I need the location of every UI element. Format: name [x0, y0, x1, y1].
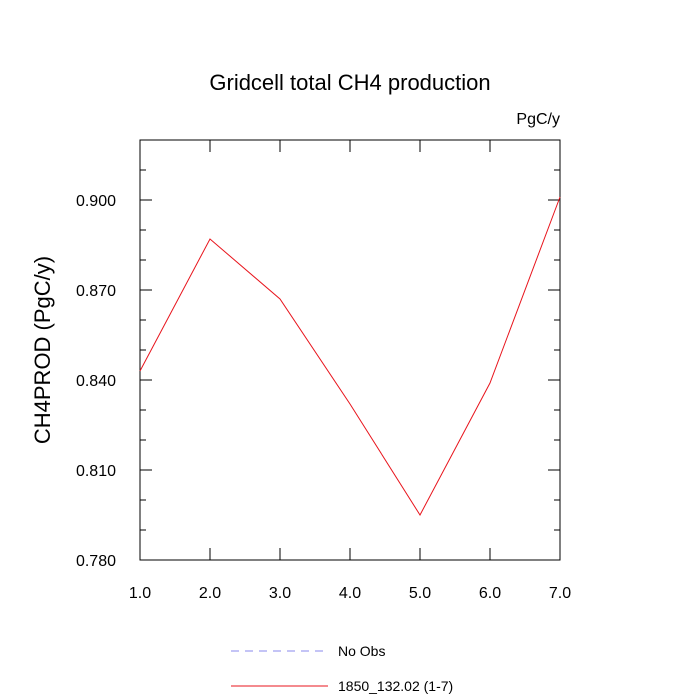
x-tick-label: 2.0	[199, 585, 221, 602]
series-group	[139, 196, 561, 516]
plot-frame	[139, 139, 561, 561]
x-tick-label: 6.0	[479, 585, 501, 602]
legend-label: No Obs	[338, 643, 385, 659]
x-tick-label: 4.0	[339, 585, 361, 602]
x-tick-label: 3.0	[269, 585, 291, 602]
units-label: PgC/y	[516, 111, 560, 128]
y-tick-label: 0.870	[76, 283, 116, 300]
y-tick-label: 0.840	[76, 373, 116, 390]
x-tick-label: 7.0	[549, 585, 571, 602]
series-line-0	[139, 196, 561, 516]
y-axis-label: CH4PROD (PgC/y)	[30, 256, 55, 444]
y-tick-label: 0.780	[76, 553, 116, 570]
legend-label: 1850_132.02 (1-7)	[338, 678, 453, 694]
axis-ticks: 1.0 2.0 3.0 4.0 5.0 6.0 7.0 0.780 0.810 0.840 0.87…	[76, 139, 571, 602]
x-tick-label: 1.0	[129, 585, 151, 602]
y-tick-label: 0.900	[76, 193, 116, 210]
legend: No Obs 1850_132.02 (1-7)	[231, 643, 453, 694]
x-tick-label: 5.0	[409, 585, 431, 602]
y-tick-label: 0.810	[76, 463, 116, 480]
chart-title: Gridcell total CH4 production	[209, 70, 490, 95]
